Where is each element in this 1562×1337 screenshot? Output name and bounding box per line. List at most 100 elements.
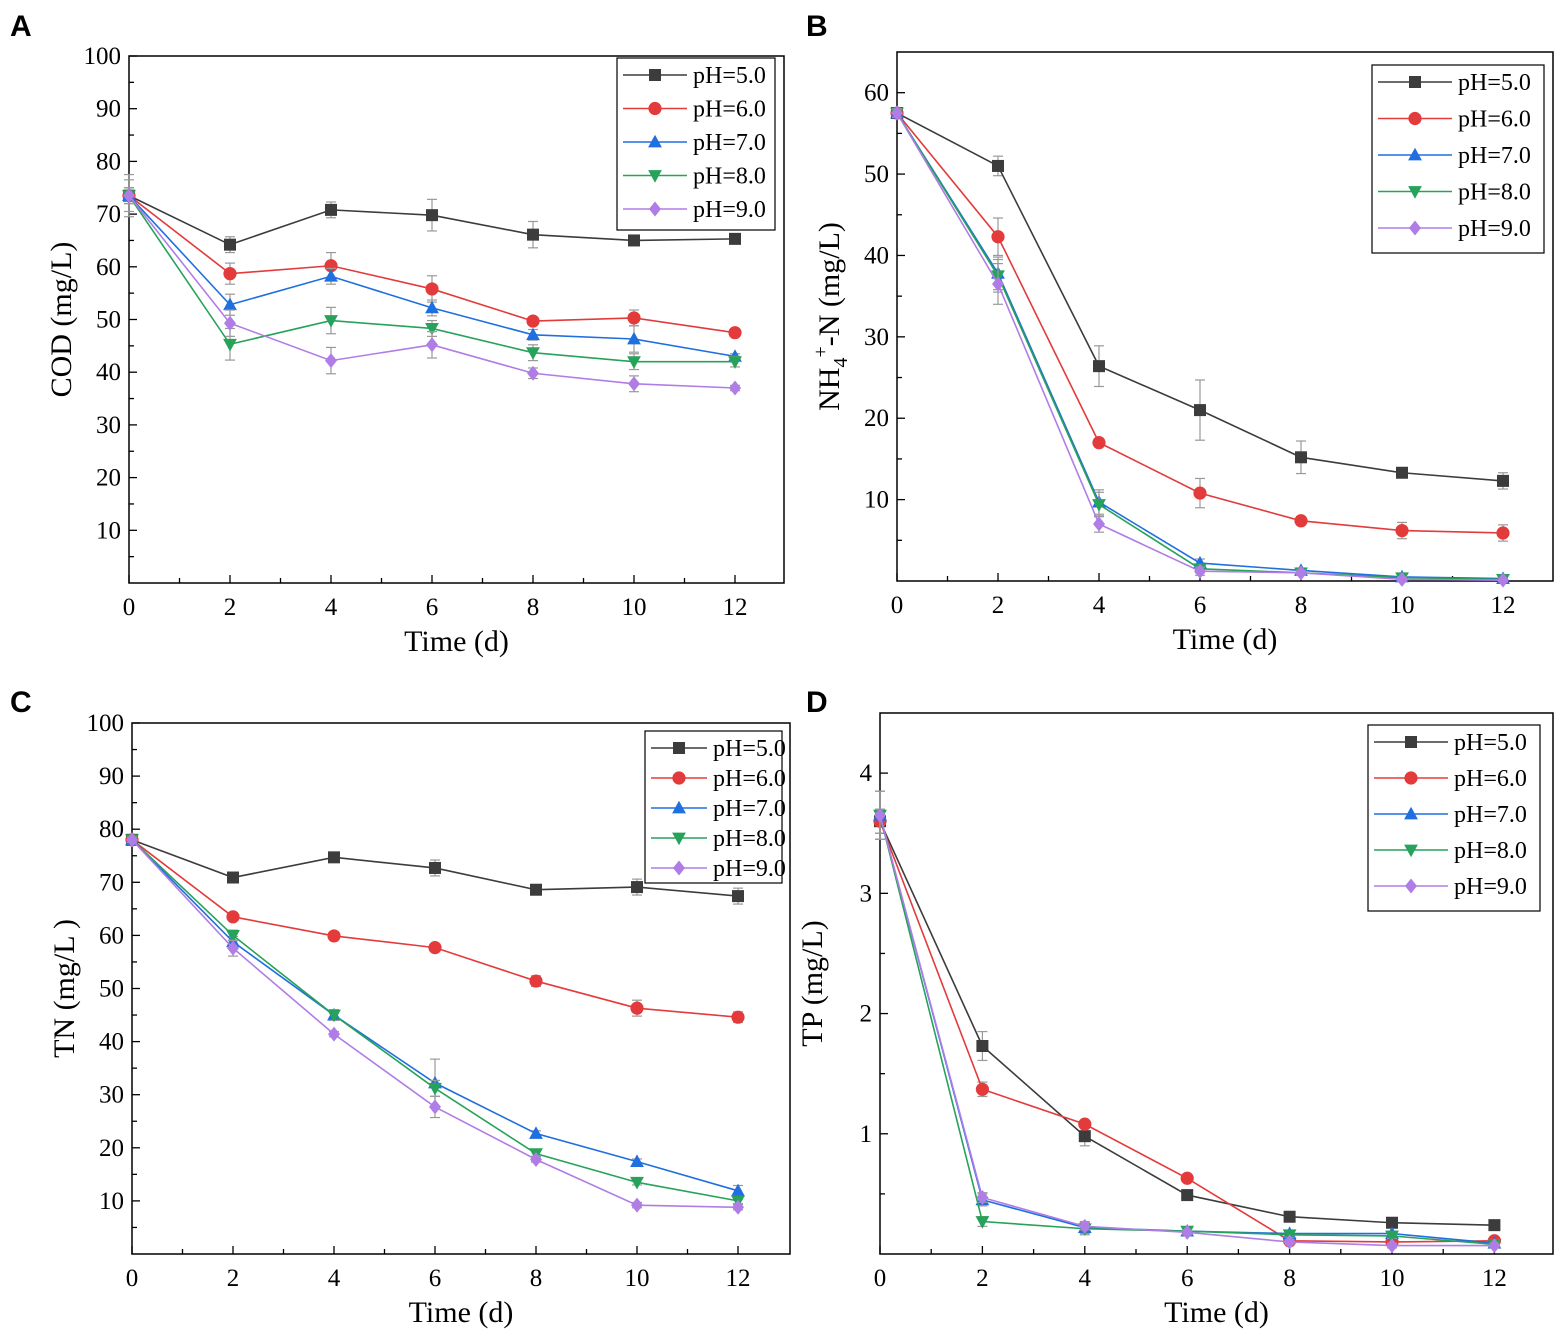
series-pH90	[891, 105, 1509, 588]
legend-label: pH=6.0	[1458, 107, 1531, 133]
y-tick-label: 100	[84, 43, 122, 70]
data-point	[1386, 1216, 1398, 1229]
data-point	[527, 365, 539, 381]
legend-marker	[1408, 111, 1422, 126]
x-tick-label: 4	[1079, 1265, 1092, 1292]
legend: pH=5.0 pH=6.0 pH=7.0 pH=8.0 pH=9.0	[1371, 64, 1545, 254]
legend-label: pH=9.0	[693, 197, 766, 223]
y-tick-label: 30	[99, 1082, 124, 1109]
data-point	[627, 356, 641, 369]
legend-label: pH=9.0	[1454, 874, 1527, 900]
data-point	[1283, 1210, 1296, 1223]
y-tick-label: 70	[96, 201, 121, 228]
data-point	[991, 230, 1005, 244]
x-tick-label: 2	[224, 594, 237, 621]
data-point	[628, 376, 640, 392]
data-point	[1488, 1238, 1501, 1254]
y-tick-label: 100	[87, 710, 125, 737]
data-point	[975, 1216, 990, 1229]
legend-marker	[1405, 878, 1417, 894]
plot-frame	[879, 712, 1554, 1255]
data-point	[630, 1001, 644, 1015]
data-point	[631, 881, 643, 894]
x-tick-label: 6	[1181, 1265, 1194, 1292]
y-tick-label: 30	[96, 412, 121, 439]
data-point	[1385, 1230, 1399, 1244]
legend: pH=5.0 pH=6.0 pH=7.0 pH=8.0 pH=9.0	[616, 57, 776, 231]
data-point	[1093, 516, 1105, 532]
data-point	[530, 1151, 542, 1167]
series-pH50	[874, 808, 1501, 1232]
y-tick-label: 40	[99, 1029, 124, 1056]
data-point	[224, 238, 236, 251]
series-pH50	[891, 107, 1509, 490]
legend-label: pH=7.0	[1454, 802, 1527, 828]
x-tick-label: 10	[1380, 1265, 1405, 1292]
legend-box	[1367, 724, 1541, 912]
data-point	[731, 1183, 745, 1197]
legend-label: pH=8.0	[1458, 180, 1531, 206]
series-pH80	[125, 834, 745, 1209]
legend-marker	[648, 134, 662, 148]
legend-marker	[672, 800, 686, 814]
legend-label: pH=7.0	[713, 796, 786, 822]
data-point	[874, 807, 886, 823]
data-point	[1092, 436, 1106, 450]
series-line	[131, 839, 739, 1192]
data-point	[324, 259, 338, 273]
x-axis-label: Time (d)	[404, 625, 509, 658]
panel-letter-a: A	[10, 10, 32, 43]
data-point	[1497, 572, 1509, 588]
data-point	[1194, 563, 1206, 579]
data-point	[227, 871, 239, 884]
data-point	[425, 282, 439, 296]
panel-letter-c: C	[10, 686, 32, 719]
y-tick-label: 4	[860, 760, 873, 787]
data-point	[1078, 1117, 1092, 1131]
data-point	[1488, 1219, 1501, 1232]
y-tick-label: 90	[99, 763, 124, 790]
data-point	[976, 1040, 989, 1053]
panel-letter-d: D	[806, 686, 828, 719]
y-tick-label: 10	[99, 1188, 124, 1215]
legend-label: pH=7.0	[1458, 143, 1531, 169]
data-point	[1283, 1234, 1296, 1250]
y-tick-label: 20	[99, 1135, 124, 1162]
data-point	[324, 269, 338, 282]
data-point	[732, 890, 744, 903]
data-point	[325, 203, 337, 216]
x-axis-label: Time (d)	[1173, 623, 1278, 656]
data-point	[1093, 360, 1105, 373]
series-line	[131, 839, 739, 1202]
y-tick-label: 60	[99, 922, 124, 949]
x-tick-label: 12	[723, 594, 748, 621]
data-point	[324, 315, 338, 328]
data-point	[975, 1082, 990, 1096]
data-point	[631, 1197, 643, 1213]
panel-letter-b: B	[806, 10, 828, 43]
y-tick-label: 1	[860, 1121, 873, 1148]
data-point	[425, 323, 439, 336]
data-point	[628, 234, 640, 247]
data-point	[325, 353, 337, 369]
data-point	[729, 380, 741, 396]
legend-label: pH=6.0	[693, 97, 766, 123]
y-axis-label: TN (mg/L )	[48, 919, 81, 1058]
x-tick-label: 8	[527, 594, 540, 621]
data-point	[728, 356, 742, 369]
data-point	[429, 861, 441, 874]
y-tick-label: 30	[864, 324, 889, 351]
data-point	[1092, 499, 1106, 512]
y-tick-label: 40	[96, 359, 121, 386]
y-tick-label: 20	[864, 405, 889, 432]
legend-marker	[1408, 147, 1422, 161]
data-point	[627, 311, 641, 325]
data-point	[327, 1009, 341, 1023]
y-tick-label: 80	[99, 816, 124, 843]
x-tick-label: 6	[429, 1265, 442, 1292]
legend-marker	[1409, 220, 1421, 236]
data-point	[428, 941, 442, 955]
data-point	[1294, 514, 1308, 528]
